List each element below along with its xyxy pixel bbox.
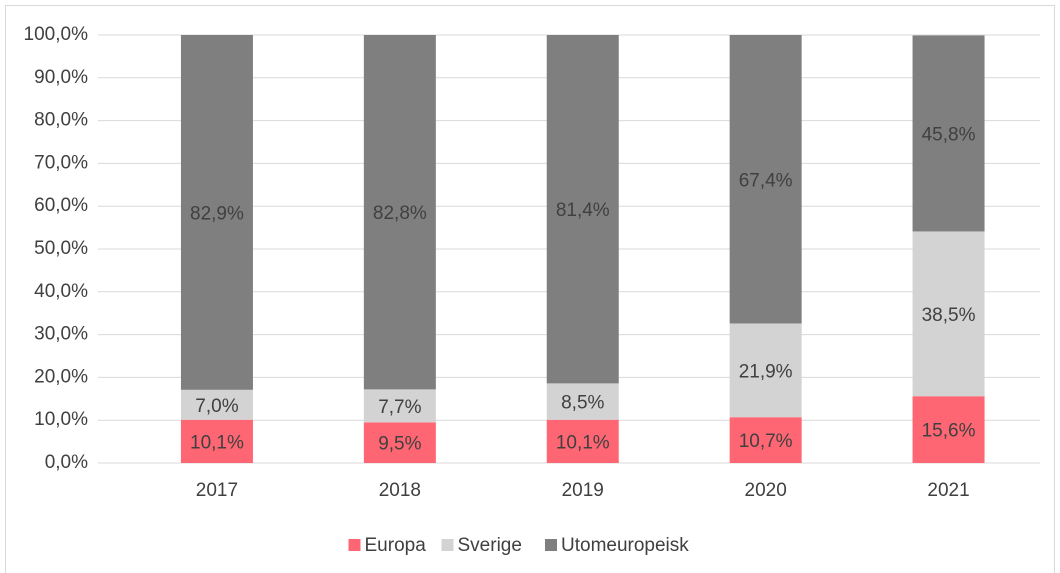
y-tick-label: 90,0%: [34, 67, 88, 88]
data-label: 10,1%: [556, 432, 610, 453]
legend-label: Utomeuropeisk: [561, 535, 689, 556]
y-tick-label: 30,0%: [34, 324, 88, 345]
x-tick-label: 2017: [196, 480, 238, 501]
data-label: 82,9%: [190, 203, 244, 224]
y-tick-label: 60,0%: [34, 195, 88, 216]
legend-swatch: [348, 539, 361, 551]
bar-segment: [912, 35, 985, 232]
data-label: 38,5%: [922, 305, 976, 326]
y-tick-label: 100,0%: [24, 24, 89, 45]
data-label: 21,9%: [739, 361, 793, 382]
data-label: 81,4%: [556, 200, 610, 221]
bar-segment: [363, 35, 436, 390]
bar-segment: [363, 422, 436, 463]
data-label: 82,8%: [373, 203, 427, 224]
bar-segment: [546, 35, 619, 384]
data-label: 10,1%: [190, 432, 244, 453]
bar-segment: [546, 383, 619, 420]
y-tick-label: 50,0%: [34, 238, 88, 259]
y-tick-label: 10,0%: [34, 409, 88, 430]
x-tick-label: 2018: [379, 480, 421, 501]
y-tick-label: 20,0%: [34, 366, 88, 387]
bar-segment: [912, 396, 985, 463]
data-label: 10,7%: [739, 431, 793, 452]
y-tick-label: 0,0%: [45, 452, 88, 473]
bar-segment: [912, 231, 985, 397]
data-label: 67,4%: [739, 170, 793, 191]
bar-segment: [729, 417, 802, 463]
legend-label: Europa: [365, 535, 427, 556]
legend-swatch: [545, 539, 557, 551]
data-label: 8,5%: [561, 393, 604, 414]
data-label: 15,6%: [922, 421, 976, 442]
data-label: 45,8%: [922, 124, 976, 145]
bar-segment: [180, 389, 253, 420]
bar-segment: [546, 419, 619, 463]
x-tick-label: 2021: [927, 480, 969, 501]
y-tick-label: 70,0%: [34, 152, 88, 173]
y-tick-label: 80,0%: [34, 110, 88, 131]
bar-segment: [729, 323, 802, 418]
data-label: 7,7%: [378, 397, 421, 418]
data-label: 7,0%: [195, 396, 238, 417]
bar-segment: [180, 35, 253, 390]
bar-segment: [729, 35, 802, 324]
legend-swatch: [441, 539, 454, 551]
bar-segment: [363, 389, 436, 423]
bar-segment: [180, 419, 253, 463]
chart-border: [5, 5, 1055, 573]
y-tick-label: 40,0%: [34, 281, 88, 302]
data-label: 9,5%: [378, 434, 421, 455]
x-tick-label: 2019: [562, 480, 604, 501]
legend-label: Sverige: [458, 535, 522, 556]
x-tick-label: 2020: [745, 480, 787, 501]
